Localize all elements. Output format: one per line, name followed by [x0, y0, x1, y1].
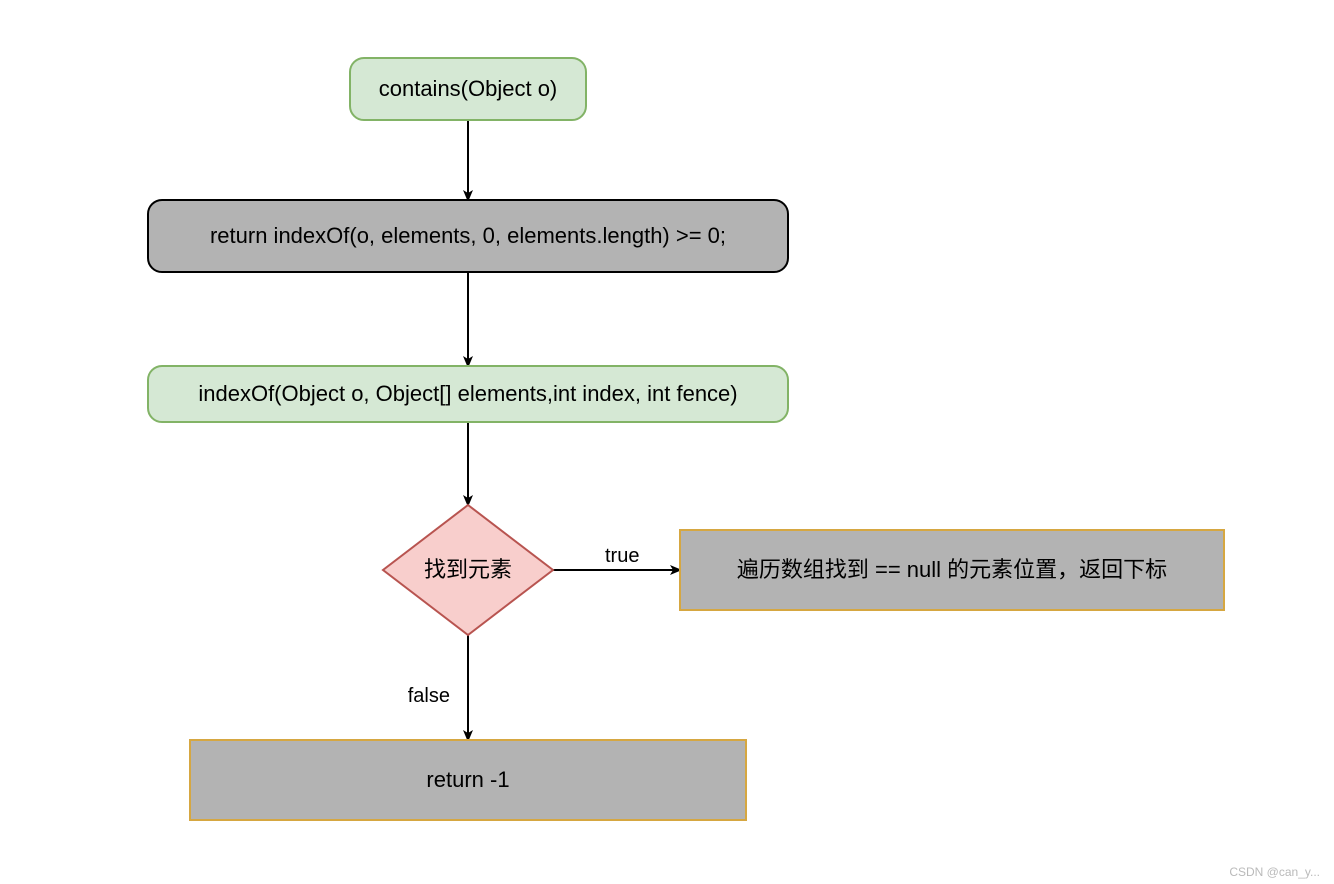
node-decision: 找到元素 [383, 505, 553, 635]
node-false-branch-label: return -1 [426, 767, 509, 792]
node-true-branch: 遍历数组找到 == null 的元素位置，返回下标 [680, 530, 1224, 610]
node-decision-label: 找到元素 [424, 557, 512, 582]
node-return-indexof-label: return indexOf(o, elements, 0, elements.… [210, 223, 726, 248]
node-indexof-sig-label: indexOf(Object o, Object[] elements,int … [198, 381, 737, 406]
node-contains: contains(Object o) [350, 58, 586, 120]
edge-label-false: false [408, 685, 450, 707]
node-false-branch: return -1 [190, 740, 746, 820]
node-true-branch-label: 遍历数组找到 == null 的元素位置，返回下标 [737, 557, 1167, 582]
node-return-indexof: return indexOf(o, elements, 0, elements.… [148, 200, 788, 272]
edge-label-true: true [605, 545, 639, 567]
node-contains-label: contains(Object o) [379, 76, 558, 101]
watermark-text: CSDN @can_y... [1229, 865, 1320, 879]
node-indexof-sig: indexOf(Object o, Object[] elements,int … [148, 366, 788, 422]
